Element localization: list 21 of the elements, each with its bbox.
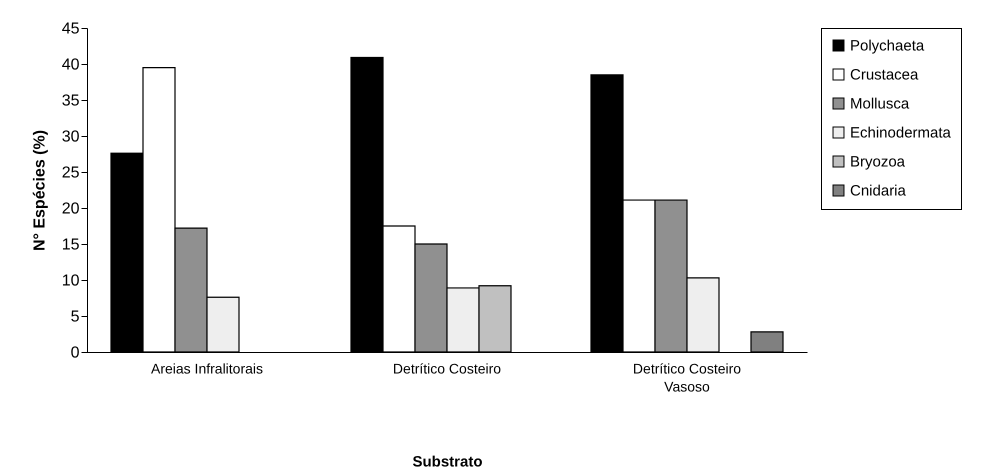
y-tick-label: 15: [62, 236, 80, 254]
y-axis-title: N° Espécies (%): [32, 130, 49, 252]
y-tick-label: 25: [62, 164, 80, 182]
legend-label: Echinodermata: [850, 124, 952, 142]
legend-label: Polychaeta: [850, 38, 925, 54]
legend-label: Crustacea: [850, 66, 920, 84]
y-tick-label: 10: [62, 272, 80, 290]
x-tick-label: Detrítico Costeiro Vasoso: [632, 360, 742, 394]
y-tick-label: 30: [62, 128, 80, 146]
y-tick-label: 45: [62, 20, 80, 38]
x-axis-title: Substrato: [412, 454, 483, 470]
y-tick-label: 35: [62, 92, 80, 110]
legend-label: Mollusca: [850, 96, 910, 112]
legend-label: Cnidaria: [850, 182, 907, 200]
x-tick-label: Areias Infralitorais: [150, 360, 264, 376]
y-tick-label: 0: [70, 344, 80, 362]
y-tick-label: 20: [62, 200, 80, 218]
y-tick-label: 5: [70, 308, 80, 326]
legend-label: Bryozoa: [850, 154, 906, 170]
y-tick-label: 40: [62, 56, 80, 74]
x-tick-label: Detrítico Costeiro: [392, 360, 502, 376]
